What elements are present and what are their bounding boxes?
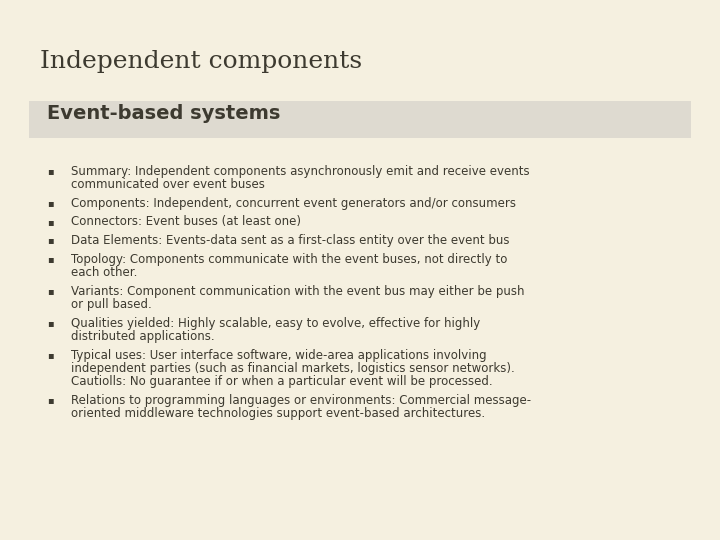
Text: Qualities yielded: Highly scalable, easy to evolve, effective for highly: Qualities yielded: Highly scalable, easy… <box>71 316 480 329</box>
Text: each other.: each other. <box>71 266 137 279</box>
Text: ▪: ▪ <box>47 198 53 208</box>
Text: independent parties (such as financial markets, logistics sensor networks).: independent parties (such as financial m… <box>71 362 514 375</box>
Text: ▪: ▪ <box>47 166 53 176</box>
Text: or pull based.: or pull based. <box>71 298 151 311</box>
Text: ▪: ▪ <box>47 349 53 360</box>
Text: ▪: ▪ <box>47 217 53 227</box>
Text: Connectors: Event buses (at least one): Connectors: Event buses (at least one) <box>71 215 300 228</box>
Text: distributed applications.: distributed applications. <box>71 330 214 343</box>
Text: ▪: ▪ <box>47 235 53 245</box>
Text: ▪: ▪ <box>47 286 53 295</box>
Text: Summary: Independent components asynchronously emit and receive events: Summary: Independent components asynchro… <box>71 165 529 178</box>
Text: ▪: ▪ <box>47 318 53 328</box>
Text: Variants: Component communication with the event bus may either be push: Variants: Component communication with t… <box>71 285 524 298</box>
Text: Topology: Components communicate with the event buses, not directly to: Topology: Components communicate with th… <box>71 253 507 266</box>
Text: communicated over event buses: communicated over event buses <box>71 179 264 192</box>
Text: Components: Independent, concurrent event generators and/or consumers: Components: Independent, concurrent even… <box>71 197 516 210</box>
Text: Event-based systems: Event-based systems <box>47 104 280 123</box>
Text: Relations to programming languages or environments: Commercial message-: Relations to programming languages or en… <box>71 394 531 407</box>
Text: Independent components: Independent components <box>40 50 361 73</box>
Text: Typical uses: User interface software, wide-area applications involving: Typical uses: User interface software, w… <box>71 348 486 361</box>
Text: ▪: ▪ <box>47 254 53 264</box>
Text: Data Elements: Events-data sent as a first-class entity over the event bus: Data Elements: Events-data sent as a fir… <box>71 234 509 247</box>
Text: Cautiolls: No guarantee if or when a particular event will be processed.: Cautiolls: No guarantee if or when a par… <box>71 375 492 388</box>
Text: oriented middleware technologies support event-based architectures.: oriented middleware technologies support… <box>71 408 485 421</box>
Text: ▪: ▪ <box>47 395 53 405</box>
